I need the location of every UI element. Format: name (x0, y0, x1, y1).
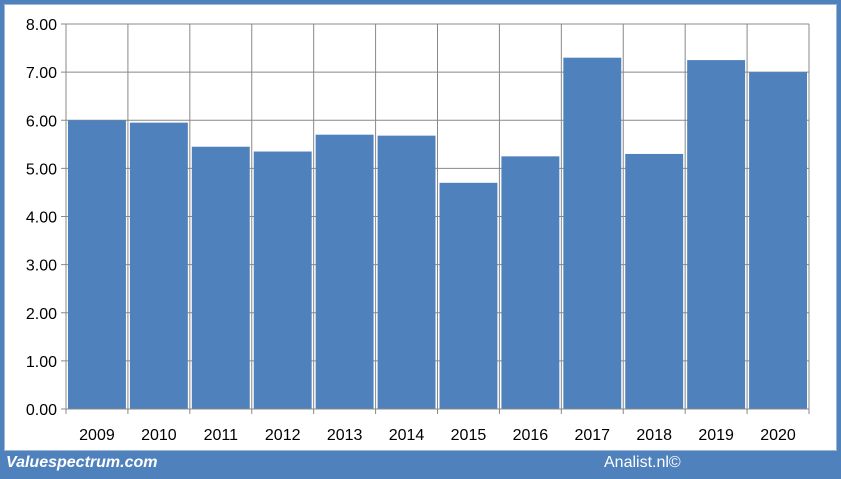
y-tick-label: 4.00 (26, 210, 57, 227)
x-tick-label: 2015 (451, 427, 487, 444)
x-tick-label: 2020 (760, 427, 796, 444)
y-tick-label: 3.00 (26, 258, 57, 275)
bar-2019 (687, 60, 746, 409)
source-label: Valuespectrum.com (6, 454, 158, 471)
axes (61, 23, 810, 414)
x-tick-label: 2013 (327, 427, 363, 444)
y-tick-label: 5.00 (26, 161, 57, 178)
y-tick-label: 0.00 (26, 402, 57, 419)
copyright-label: Analist.nl© (604, 454, 681, 471)
y-tick-label: 1.00 (26, 354, 57, 371)
bar-2015 (439, 182, 498, 409)
x-tick-label: 2011 (204, 427, 239, 444)
x-tick-label: 2012 (265, 427, 301, 444)
x-tick-label: 2018 (636, 427, 672, 444)
x-tick-label: 2017 (574, 427, 610, 444)
bar-2009 (68, 120, 126, 409)
bar-2018 (625, 153, 684, 409)
y-tick-label: 2.00 (26, 306, 57, 323)
y-tick-label: 6.00 (26, 113, 57, 130)
x-tick-label: 2009 (79, 427, 115, 444)
bars (68, 57, 807, 409)
x-tick-label: 2019 (698, 427, 734, 444)
bar-2014 (377, 135, 436, 409)
x-tick-label: 2010 (141, 427, 177, 444)
bar-2020 (749, 72, 807, 409)
x-tick-label: 2014 (389, 427, 425, 444)
y-tick-label: 8.00 (26, 17, 57, 34)
bar-2010 (129, 122, 188, 409)
bar-2011 (191, 146, 250, 409)
x-tick-label: 2016 (513, 427, 549, 444)
bar-2013 (315, 134, 374, 409)
bar-2016 (501, 156, 560, 409)
x-tick-labels: 2009 2010 2011 2012 2013 2014 2015 2016 2017 2018… (79, 427, 796, 444)
y-tick-label: 7.00 (26, 65, 57, 82)
bar-2017 (563, 57, 622, 409)
bar-2012 (253, 151, 312, 409)
y-tick-labels: 0.00 1.00 2.00 3.00 4.00 5.00 6.00 7.00 8.00 (26, 17, 57, 419)
